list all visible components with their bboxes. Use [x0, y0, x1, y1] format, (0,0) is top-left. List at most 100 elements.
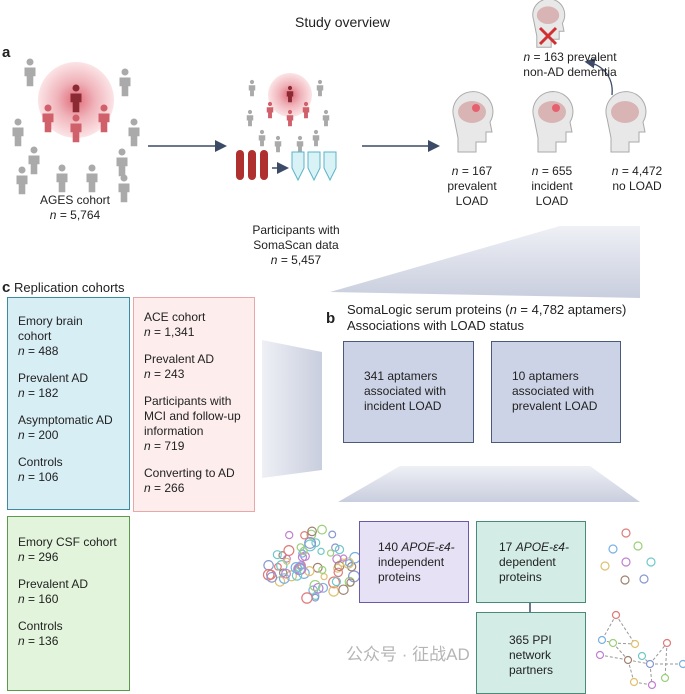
protein-circle	[263, 560, 274, 571]
group-prevalent-load: n = 167 prevalent LOAD	[432, 164, 512, 209]
person-icon	[16, 166, 28, 195]
person-icon	[24, 58, 36, 87]
protein-circle	[633, 541, 643, 551]
watermark: 公众号 · 征战AD	[346, 645, 470, 664]
soma-name2: SomaScan data	[253, 238, 339, 252]
entry-title: Participants with MCI and follow-up info…	[144, 394, 241, 438]
network-node	[595, 650, 605, 660]
cohort-entry: Prevalent AD n = 182	[18, 371, 119, 401]
n-symbol: n	[523, 50, 531, 64]
person-icon	[116, 148, 128, 177]
entry-title: Asymptomatic AD	[18, 413, 113, 427]
entry-n: n = 488	[18, 344, 119, 359]
entry-value: = 160	[28, 592, 59, 606]
panel-label-b: b	[326, 310, 336, 327]
cohort-entry: Converting to AD n = 266	[144, 466, 244, 496]
protein-circle	[298, 567, 310, 579]
person-icon	[246, 109, 254, 127]
gene: APOE-ε4-	[515, 540, 569, 554]
protein-circle	[317, 524, 327, 535]
entry-title: Prevalent AD	[18, 371, 89, 385]
figure-title: Study overview	[295, 14, 390, 30]
protein-circle	[334, 544, 345, 555]
group-n: = 655	[541, 164, 573, 178]
protein-circle	[328, 586, 340, 597]
protein-circle	[331, 576, 342, 587]
person-icon	[128, 118, 140, 147]
person-icon	[274, 135, 282, 153]
sample-tubes-icon	[236, 150, 337, 182]
protein-circle	[276, 560, 288, 572]
protein-cluster-circles	[262, 524, 685, 690]
n-symbol: n	[144, 481, 151, 495]
cohort-entry: Prevalent AD n = 243	[144, 352, 244, 382]
network-edge	[612, 642, 636, 645]
network-edge	[649, 642, 668, 665]
protein-circle	[317, 547, 325, 556]
protein-circle	[272, 550, 282, 560]
entry-n: n = 200	[18, 428, 119, 443]
network-node	[629, 677, 639, 687]
protein-circle	[312, 562, 323, 573]
protein-circle	[608, 544, 618, 554]
protein-circle	[318, 565, 327, 575]
protein-circle	[333, 563, 343, 573]
person-icon	[70, 84, 82, 113]
emory-csf-box: Emory CSF cohort n = 296 Prevalent AD n = 1…	[7, 516, 130, 691]
line: associated with	[512, 384, 595, 398]
n-symbol: n	[18, 592, 25, 606]
prevalent-aptamers-box: 10 aptamers associated with prevalent LOAD	[491, 341, 621, 443]
somascan-label: Participants with SomaScan data n = 5,45…	[226, 223, 366, 268]
group-n: = 167	[461, 164, 493, 178]
person-icon	[316, 79, 324, 97]
network-node	[608, 638, 618, 648]
protein-circle	[339, 554, 348, 562]
group-l2: LOAD	[535, 194, 569, 208]
line: associated with	[364, 384, 447, 398]
ages-n: = 5,764	[59, 208, 101, 222]
group-l1: prevalent	[447, 179, 497, 193]
entry-title: Emory brain cohort	[18, 314, 83, 343]
protein-circle	[266, 571, 278, 583]
entry-value: = 200	[28, 428, 59, 442]
entry-value: = 182	[28, 386, 59, 400]
network-edge	[615, 614, 636, 645]
network-node	[662, 638, 672, 648]
line: proteins	[499, 570, 542, 584]
line: independent	[378, 555, 445, 569]
cohort-entry: Emory CSF cohort n = 296	[18, 535, 119, 565]
network-node	[611, 610, 621, 620]
line: 341 aptamers	[364, 369, 438, 383]
entry-title: ACE cohort	[144, 310, 206, 324]
person-icon	[28, 146, 40, 175]
n-symbol: n	[270, 253, 278, 267]
protein-circle	[274, 562, 282, 571]
person-icon	[296, 135, 304, 153]
network-edge	[664, 642, 668, 679]
network-node	[630, 639, 640, 649]
cohort-entry: Participants with MCI and follow-up info…	[144, 394, 244, 454]
person-icon	[258, 129, 266, 147]
count: 17	[499, 540, 516, 554]
cohort-entry: ACE cohort n = 1,341	[144, 310, 244, 340]
protein-circle	[301, 592, 313, 604]
n-symbol: n	[18, 550, 25, 564]
person-icon	[86, 164, 98, 193]
person-icon	[98, 104, 110, 133]
protein-circle	[312, 582, 324, 594]
panel-label-c: c	[2, 279, 11, 296]
entry-value: = 106	[28, 470, 59, 484]
dementia-l2: non-AD dementia	[523, 65, 617, 79]
protein-circle	[320, 573, 328, 581]
head-icon	[532, 91, 574, 153]
group-l1: incident	[531, 179, 573, 193]
protein-circle	[639, 574, 649, 584]
n-symbol: n	[18, 470, 25, 484]
entry-title: Controls	[18, 455, 63, 469]
network-edge	[627, 659, 635, 683]
cross-icon	[538, 26, 558, 46]
entry-n: n = 106	[18, 470, 119, 485]
person-icon	[56, 164, 68, 193]
entry-n: n = 719	[144, 439, 244, 454]
